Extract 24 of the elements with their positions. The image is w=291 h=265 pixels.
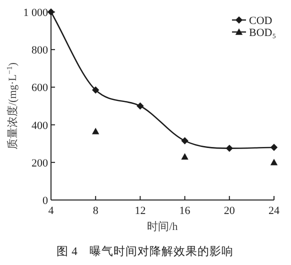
x-tick-label: 16 bbox=[179, 205, 191, 217]
point bbox=[92, 128, 100, 134]
point bbox=[136, 102, 144, 110]
y-tick-label: 200 bbox=[32, 157, 48, 170]
y-tick-label: 600 bbox=[32, 82, 48, 94]
point bbox=[92, 86, 100, 94]
y-tick-label: 400 bbox=[32, 120, 48, 132]
legend-label: BOD₅ bbox=[249, 27, 276, 39]
y-tick-label: 0 bbox=[42, 195, 48, 207]
point bbox=[181, 137, 188, 144]
x-tick-label: 12 bbox=[134, 205, 146, 217]
text: 图 4 曝气时间对降解效果的影响 bbox=[56, 245, 234, 258]
x-tick-label: 20 bbox=[224, 205, 236, 217]
point bbox=[226, 144, 233, 152]
y-tick-label: 800 bbox=[32, 44, 48, 57]
x-tick-label: 4 bbox=[48, 205, 54, 217]
point bbox=[181, 153, 188, 160]
x-tick-label: 8 bbox=[92, 205, 99, 217]
x-tick-label: 24 bbox=[268, 205, 280, 217]
point bbox=[270, 158, 278, 166]
y-tick-label: 1 000 bbox=[23, 7, 48, 19]
legend-label: COD bbox=[249, 15, 272, 27]
x-axis-title: 时间/h bbox=[147, 220, 178, 233]
point bbox=[270, 144, 278, 151]
